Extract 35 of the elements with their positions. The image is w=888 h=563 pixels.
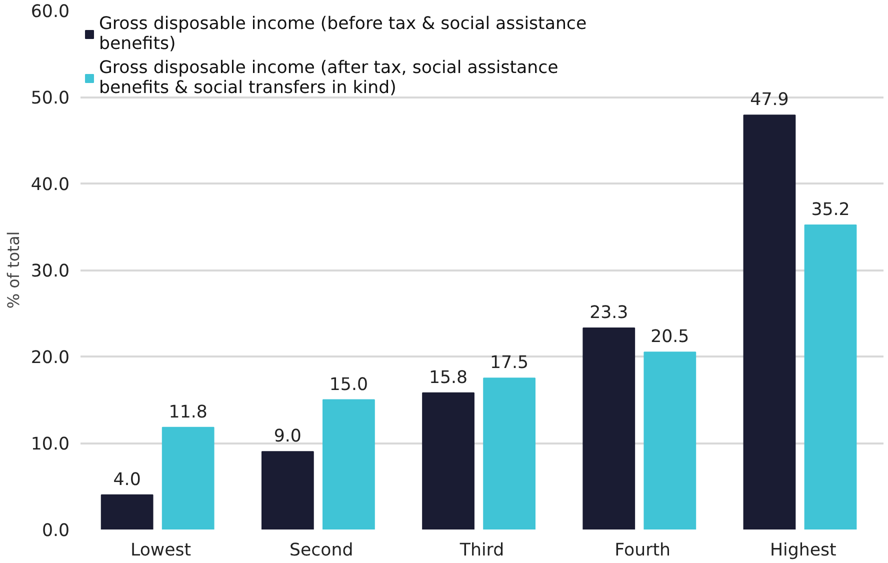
bar [100,494,154,530]
bar [322,399,375,530]
y-tick-label: 50.0 [30,88,70,108]
x-tick-label: Fourth [614,540,671,560]
data-label: 47.9 [750,90,789,110]
data-label: 11.8 [168,402,208,422]
legend-label: Gross disposable income (after tax, social assistance benefits & social transfers in kind) [99,58,558,98]
bar [261,451,314,530]
data-label: 15.0 [329,374,368,395]
y-axis-title: % of total [4,231,23,309]
data-label: 9.0 [274,426,302,447]
data-label: 17.5 [490,353,529,374]
data-label: 35.2 [811,200,850,220]
x-tick-label: Second [290,540,354,560]
x-tick-label: Third [458,540,504,560]
data-label: 23.3 [590,302,628,323]
bar [422,392,474,530]
y-tick-label: 60.0 [30,2,70,22]
data-label: 15.8 [428,368,468,388]
data-label: 4.0 [113,470,141,490]
y-tick-label: 0.0 [42,521,70,541]
bar [483,378,536,530]
legend-label: Gross disposable income (before tax & social assistance benefits) [99,14,587,54]
y-tick-label: 40.0 [30,175,70,195]
y-tick-label: 20.0 [30,348,70,368]
bar [644,352,696,530]
bar [162,426,214,530]
bar [743,114,796,530]
y-tick-label: 10.0 [30,434,70,454]
y-tick-label: 30.0 [30,262,70,282]
bar [804,224,857,530]
bar [582,327,636,530]
x-tick-label: Lowest [130,540,192,560]
data-label: 20.5 [650,327,690,348]
x-tick-label: Highest [770,540,837,560]
